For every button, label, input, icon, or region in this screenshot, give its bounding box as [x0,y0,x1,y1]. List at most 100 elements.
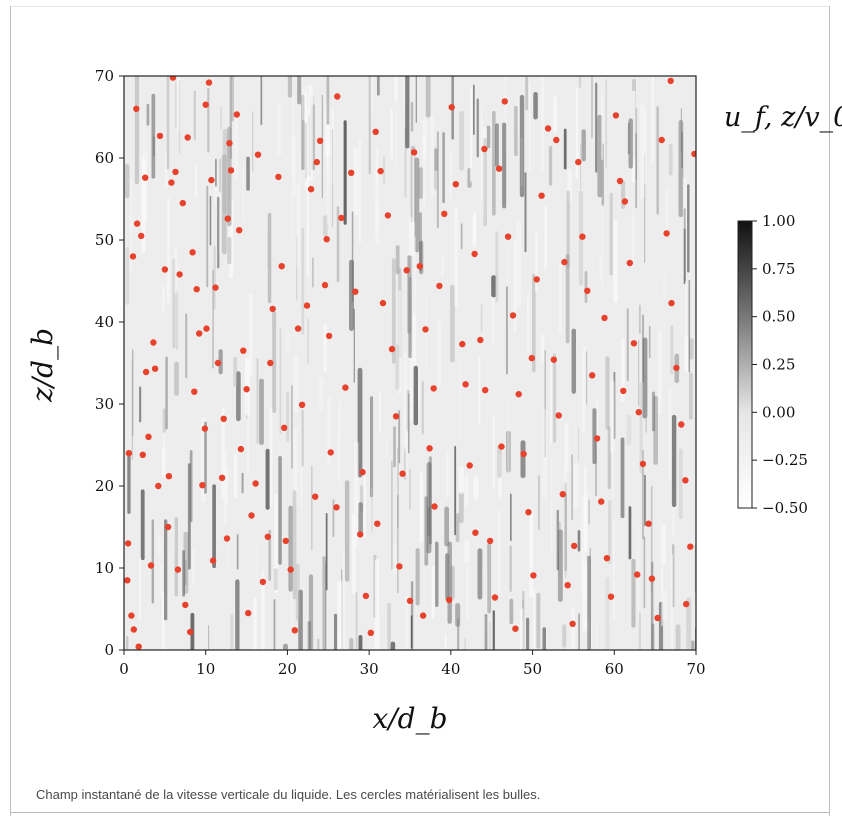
y-axis-ticks: 0 10 20 30 40 50 60 70 [95,67,124,659]
field-streak [283,643,288,650]
bubble-marker [667,77,674,85]
field-streak [398,410,401,464]
x-tick-label: 0 [119,660,129,678]
bubble-marker [313,158,320,166]
field-streak [164,519,168,621]
field-streak [519,608,524,650]
bubble-marker [498,443,505,450]
field-streak [422,658,426,697]
field-streak [540,76,544,171]
field-streak [659,519,662,562]
bubble-marker [208,176,215,184]
field-streak [209,196,212,246]
bubble-marker [254,151,262,158]
field-streak [454,206,458,307]
field-streak [509,598,514,625]
field-streak [140,489,145,561]
field-streak [253,596,257,650]
field-streak [378,391,382,433]
field-streak [613,518,615,621]
field-streak [599,255,603,280]
field-streak [358,502,363,533]
field-streak [691,640,695,650]
field-streak [483,138,487,227]
field-streak [460,223,463,250]
bubble-marker [579,233,586,240]
field-streak [406,389,410,432]
bubble-marker [133,220,141,227]
field-streak [591,76,593,138]
bubble-marker [298,401,306,408]
field-streak [444,506,449,547]
bubble-marker [287,566,294,573]
bubble-marker [564,582,571,589]
bubble-marker [377,167,384,175]
bubble-marker [388,345,396,353]
field-streak [260,76,263,126]
bubble-marker [176,271,183,278]
bubble-marker [193,286,200,293]
field-streak [161,591,165,650]
field-streak [341,657,343,742]
x-tick-label: 30 [360,660,379,678]
field-streak [383,156,385,185]
bubble-marker [559,491,566,498]
field-streak [509,545,512,592]
field-streak [286,391,290,442]
field-streak [648,325,651,358]
bubble-marker [352,288,359,295]
bubble-marker [124,577,131,584]
bubble-marker [607,593,615,600]
field-streak [678,120,684,218]
field-streak [174,361,179,396]
field-streak [638,304,641,334]
field-streak [392,543,397,575]
bubble-marker [384,212,392,219]
field-streak [688,279,691,373]
field-streak [668,387,672,480]
field-streak [376,147,379,202]
x-tick-label: 10 [196,660,215,678]
field-streak [441,254,444,277]
bubble-marker [243,386,250,393]
field-streak [640,103,645,200]
field-streak [338,400,341,487]
field-streak [325,513,328,591]
field-streak [538,475,540,530]
field-streak [166,197,170,303]
bubble-marker [678,421,685,428]
bubble-marker [525,509,532,516]
field-streak [130,177,132,269]
colorbar-tick-label: 0.00 [762,403,795,421]
bubble-marker [172,168,179,176]
field-streak [363,468,366,538]
field-streak [686,597,692,650]
bubble-marker [555,412,562,419]
field-streak [413,236,416,326]
bubble-marker [639,460,647,468]
field-streak [605,79,608,168]
field-streak [141,158,146,254]
bubble-marker [139,451,146,458]
bubble-marker [520,450,527,458]
y-tick-label: 60 [95,149,114,167]
field-streak [484,614,488,650]
bubble-marker [616,177,624,185]
bubble-marker [538,192,545,199]
bubble-marker [161,266,169,273]
field-streak [321,94,323,199]
field-streak [635,133,637,209]
field-streak [334,613,338,650]
figure-caption: Champ instantané de la vitesse verticale… [36,787,541,802]
field-streak [174,517,178,597]
field-streak [326,76,330,125]
bubble-marker [446,596,453,604]
bubble-marker [259,578,267,586]
field-streak [274,494,278,594]
field-streak [358,140,362,243]
field-streak [127,454,131,514]
field-streak [671,554,673,650]
field-streak [459,110,465,171]
field-streak [391,258,396,364]
x-tick-label: 70 [686,660,705,678]
